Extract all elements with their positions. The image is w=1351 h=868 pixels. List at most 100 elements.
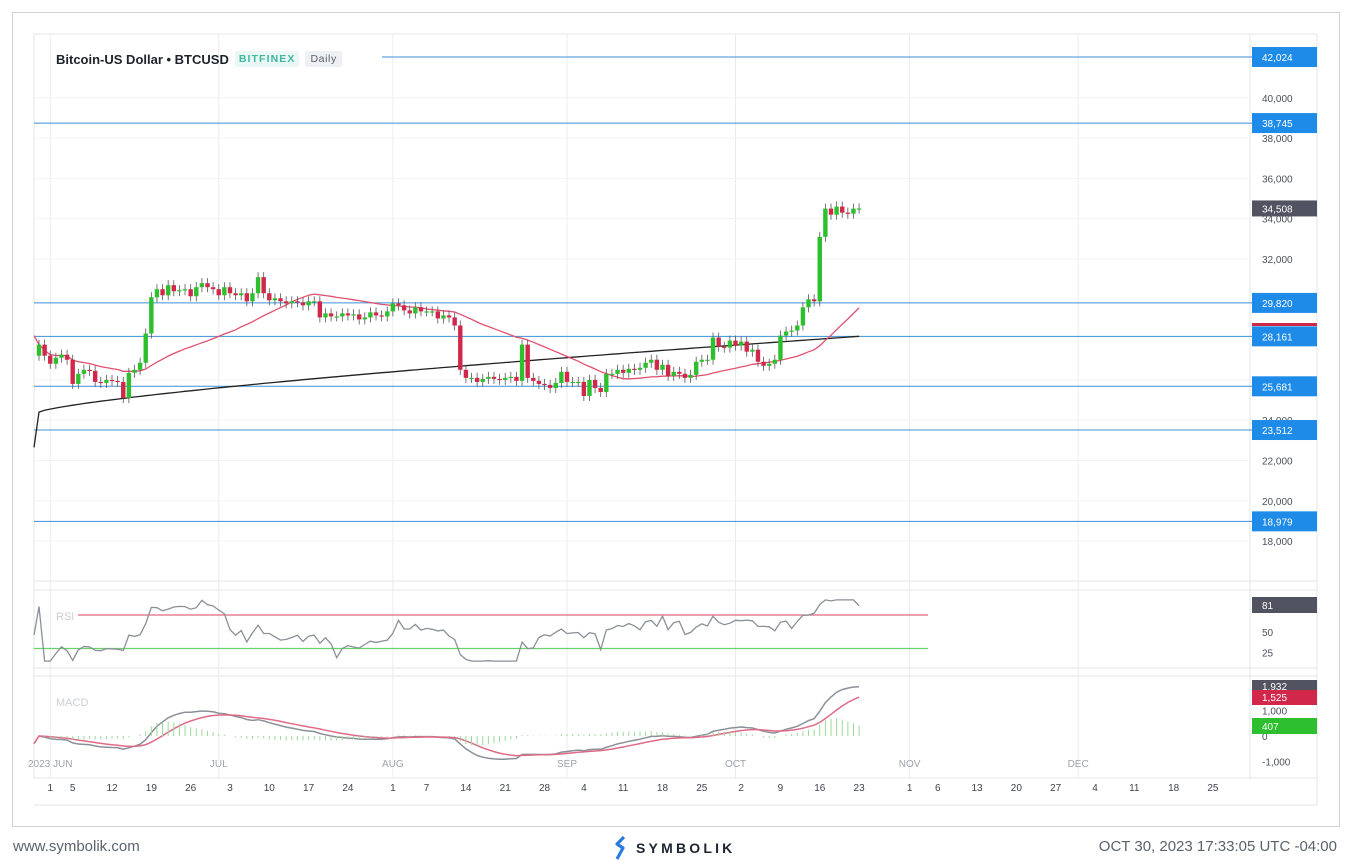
candle-body <box>789 330 794 332</box>
candle-body <box>609 373 615 376</box>
candle-body <box>154 289 160 298</box>
candle-body <box>407 310 412 314</box>
candle-body <box>70 359 75 384</box>
candle-body <box>368 312 373 318</box>
candle-body <box>42 344 47 356</box>
candle-body <box>677 371 682 374</box>
level-badge-label: 18,979 <box>1262 517 1293 528</box>
timeframe-badge[interactable]: Daily <box>305 51 342 67</box>
candle-body <box>452 317 457 326</box>
day-label: 3 <box>227 783 233 794</box>
candle-body <box>744 341 749 352</box>
level-badge-label: 25,681 <box>1262 382 1293 393</box>
candle-body <box>401 305 407 311</box>
month-label: NOV <box>899 759 921 770</box>
month-label: SEP <box>557 759 577 770</box>
level-badge-label: 23,512 <box>1262 426 1293 437</box>
candle-body <box>688 374 693 378</box>
candle-body <box>278 298 283 302</box>
candle-body <box>199 283 205 288</box>
candle-body <box>300 302 306 306</box>
chart-header: Bitcoin-US Dollar • BTCUSD BITFINEX Dail… <box>56 51 342 67</box>
candle-body <box>188 289 193 297</box>
candle-body <box>143 333 148 363</box>
candle-body <box>649 359 654 363</box>
candle-body <box>379 315 384 317</box>
candle-body <box>716 337 721 347</box>
website-link[interactable]: www.symbolik.com <box>13 838 140 855</box>
candle-body <box>356 314 362 320</box>
day-label: 4 <box>581 783 587 794</box>
candle-body <box>351 314 356 316</box>
rsi-line <box>33 599 860 662</box>
candle-body <box>289 301 294 304</box>
candle-body <box>267 293 272 301</box>
rsi-tick-label: 50 <box>1262 628 1274 639</box>
candle-body <box>620 369 626 373</box>
symbol-title: Bitcoin-US Dollar • BTCUSD <box>56 51 229 67</box>
candle-body <box>519 344 525 381</box>
brand-name: SYMBOLIK <box>636 840 736 856</box>
candle-body <box>160 289 165 296</box>
candle-body <box>722 346 727 348</box>
macd-tick-label: -1,000 <box>1262 758 1291 769</box>
rsi-label: RSI <box>56 611 74 623</box>
candle-body <box>542 383 547 386</box>
month-label: JUL <box>210 759 228 770</box>
rsi-last-label: 81 <box>1262 601 1274 612</box>
candle-body <box>581 381 587 397</box>
candle-body <box>632 368 637 371</box>
signal-last-badge <box>1252 690 1317 705</box>
level-badge-label: 29,820 <box>1262 299 1293 310</box>
day-label: 21 <box>500 783 512 794</box>
candle-body <box>92 370 98 382</box>
candle-body <box>98 381 103 384</box>
candle-body <box>553 382 558 388</box>
price-tick-label: 18,000 <box>1262 537 1293 548</box>
candle-body <box>525 344 530 378</box>
candle-body <box>693 361 699 375</box>
day-label: 16 <box>814 783 826 794</box>
candle-body <box>615 369 620 374</box>
day-label: 1 <box>390 783 396 794</box>
candle-body <box>239 293 244 296</box>
candle-body <box>121 381 126 399</box>
day-label: 17 <box>303 783 315 794</box>
level-badge <box>1252 511 1317 532</box>
candle-body <box>76 373 81 384</box>
candle-body <box>727 340 733 348</box>
level-badge <box>1252 376 1317 397</box>
candle-body <box>312 301 317 303</box>
candle-body <box>755 349 761 362</box>
candle-body <box>828 208 834 215</box>
signal-last-label: 1,525 <box>1262 693 1287 704</box>
candle-body <box>418 307 424 312</box>
candle-body <box>514 376 519 381</box>
candle-body <box>385 311 390 317</box>
candle-body <box>767 363 772 366</box>
level-badge-label: 28,161 <box>1262 332 1293 343</box>
candle-body <box>823 208 828 237</box>
candle-body <box>48 355 53 364</box>
candle-body <box>699 359 705 362</box>
candle-body <box>705 359 710 361</box>
candle-body <box>115 380 120 383</box>
candle-body <box>851 208 856 214</box>
price-tick-label: 36,000 <box>1262 174 1293 185</box>
horizontal-levels <box>34 56 1252 522</box>
candle-body <box>283 301 289 304</box>
candle-body <box>396 303 401 306</box>
candle-body <box>233 293 238 296</box>
candle-body <box>856 208 862 210</box>
day-label: 19 <box>146 783 158 794</box>
candle-body <box>531 377 536 381</box>
price-tick-label: 38,000 <box>1262 134 1293 145</box>
candle-body <box>474 377 480 382</box>
candle-body <box>435 311 441 319</box>
hist-last-badge <box>1252 718 1317 734</box>
level-badge <box>1252 326 1317 347</box>
candle-body <box>272 298 278 301</box>
candle-body <box>503 377 508 380</box>
